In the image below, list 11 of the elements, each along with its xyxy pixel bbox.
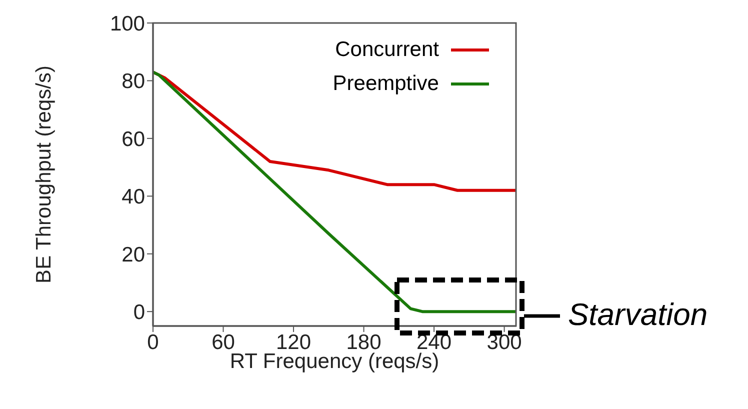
y-axis-title: BE Throughput (reqs/s) [32, 66, 56, 284]
legend-label: Preemptive [332, 72, 439, 96]
text: Starvation [568, 297, 708, 333]
y-tick-label: 0 [133, 301, 145, 324]
y-tick-label: 80 [122, 70, 145, 94]
legend-label: Concurrent [335, 38, 439, 62]
y-tick-label: 20 [122, 243, 145, 266]
y-tick-label: 60 [122, 128, 145, 151]
y-tick-label: 40 [122, 186, 145, 209]
line-series [153, 70, 516, 314]
y-tick-label: 100 [110, 12, 145, 36]
